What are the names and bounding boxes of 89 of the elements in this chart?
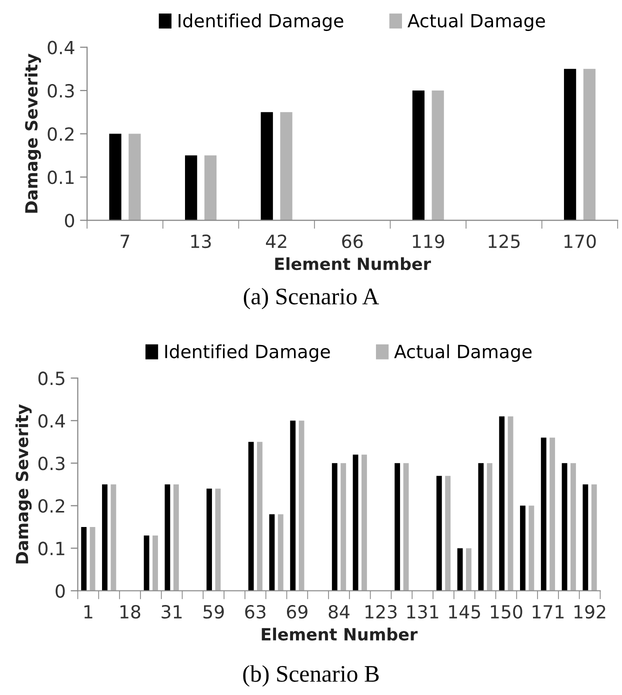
bar bbox=[591, 484, 597, 591]
x-tick-label: 42 bbox=[266, 234, 286, 248]
legend-label: Actual Damage bbox=[408, 14, 545, 32]
bar bbox=[540, 438, 546, 591]
bar bbox=[486, 463, 492, 591]
bar bbox=[206, 488, 212, 591]
x-tick-label: 119 bbox=[412, 234, 444, 248]
x-tick-label: 69 bbox=[286, 604, 308, 619]
bar bbox=[278, 514, 284, 591]
y-tick-label: 0 bbox=[64, 214, 74, 228]
x-tick-label: 123 bbox=[366, 604, 397, 619]
bar bbox=[257, 442, 262, 591]
x-tick-label: 7 bbox=[120, 234, 130, 248]
bar bbox=[332, 463, 338, 591]
x-tick-label: 18 bbox=[120, 604, 140, 619]
text: (a) Scenario A bbox=[244, 288, 380, 310]
bar bbox=[269, 514, 275, 591]
bar bbox=[102, 484, 108, 591]
bar bbox=[436, 476, 442, 591]
bar bbox=[520, 506, 526, 591]
legend-label: Identified Damage bbox=[178, 14, 344, 32]
bar bbox=[412, 90, 425, 220]
bar bbox=[144, 535, 150, 591]
bar bbox=[128, 134, 141, 220]
bar bbox=[204, 155, 217, 220]
bar bbox=[185, 155, 198, 220]
bar bbox=[109, 134, 122, 220]
bar bbox=[394, 463, 400, 591]
bar bbox=[90, 526, 96, 591]
y-tick-label: 0.1 bbox=[48, 170, 74, 184]
bar bbox=[508, 416, 514, 591]
x-tick-label: 1 bbox=[84, 605, 92, 618]
x-tick-label: 171 bbox=[532, 605, 564, 618]
bar bbox=[352, 454, 358, 591]
bar bbox=[466, 548, 472, 591]
legend-label: Actual Damage bbox=[394, 344, 532, 362]
x-tick-label: 31 bbox=[162, 604, 182, 619]
bar bbox=[478, 463, 484, 591]
y-axis-title: Damage Severity bbox=[15, 404, 32, 564]
bar bbox=[164, 484, 170, 591]
bar bbox=[432, 90, 444, 220]
x-axis-title: Element Number bbox=[262, 628, 418, 641]
y-tick-label: 0.1 bbox=[38, 542, 64, 556]
legend-label: Identified Damage bbox=[165, 344, 330, 362]
x-tick-label: 145 bbox=[449, 605, 480, 619]
bar bbox=[340, 463, 346, 591]
y-tick-label: 0.5 bbox=[38, 372, 64, 386]
x-tick-label: 63 bbox=[245, 604, 266, 619]
x-tick-label: 170 bbox=[564, 234, 596, 248]
x-tick-label: 131 bbox=[407, 604, 438, 619]
bar bbox=[298, 420, 304, 591]
bar bbox=[152, 535, 158, 591]
x-tick-label: 66 bbox=[342, 234, 363, 248]
y-tick-label: 0.3 bbox=[48, 84, 74, 98]
x-tick-label: 150 bbox=[490, 604, 522, 619]
bar bbox=[362, 454, 367, 591]
bar bbox=[564, 68, 576, 220]
bar bbox=[290, 420, 296, 591]
y-tick-label: 0.4 bbox=[38, 414, 65, 428]
bar bbox=[81, 526, 87, 591]
bar bbox=[248, 442, 254, 591]
y-tick-label: 0 bbox=[56, 584, 65, 598]
bar bbox=[528, 506, 534, 591]
bar bbox=[583, 68, 596, 220]
y-tick-label: 0.2 bbox=[38, 499, 64, 513]
bar bbox=[215, 488, 221, 591]
bar bbox=[570, 463, 576, 591]
x-tick-label: 59 bbox=[204, 604, 224, 619]
y-tick-label: 0.4 bbox=[48, 40, 74, 54]
bar bbox=[457, 548, 463, 591]
bar bbox=[582, 484, 588, 591]
x-tick-label: 13 bbox=[191, 234, 211, 248]
x-axis-title: Element Number bbox=[275, 257, 431, 270]
bar bbox=[499, 416, 505, 591]
bar bbox=[110, 484, 116, 591]
y-axis-title: Damage Severity bbox=[24, 54, 42, 213]
bar bbox=[562, 463, 568, 591]
bar bbox=[260, 112, 273, 220]
x-tick-label: 84 bbox=[328, 604, 350, 619]
x-tick-label: 192 bbox=[574, 604, 606, 619]
bar bbox=[173, 484, 179, 591]
bar bbox=[280, 112, 292, 220]
bar bbox=[550, 438, 556, 591]
y-tick-label: 0.3 bbox=[38, 456, 64, 470]
bar bbox=[445, 476, 451, 591]
text: (b) Scenario B bbox=[243, 665, 379, 687]
y-tick-label: 0.2 bbox=[48, 127, 74, 141]
x-tick-label: 125 bbox=[488, 234, 520, 248]
bar bbox=[403, 463, 409, 591]
